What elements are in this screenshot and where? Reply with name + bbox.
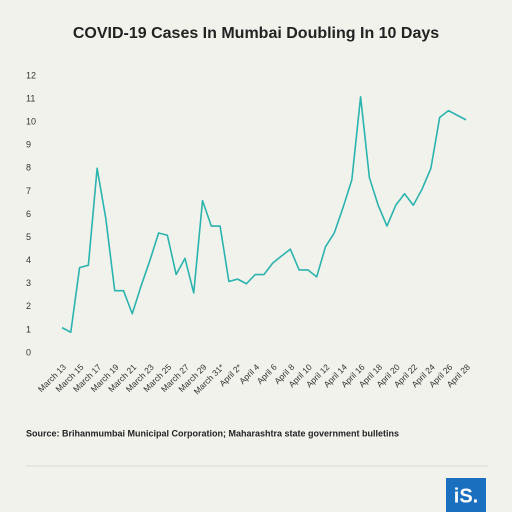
source: Source: Brihanmumbai Municipal Corporati… bbox=[26, 428, 399, 438]
y-tick-label: 2 bbox=[26, 301, 31, 311]
line bbox=[61, 95, 467, 334]
y-tick-label: 5 bbox=[26, 232, 31, 242]
y-tick-label: 1 bbox=[26, 324, 31, 334]
logo-box bbox=[446, 478, 486, 512]
y-tick-label: 12 bbox=[26, 70, 36, 80]
logo: iS. bbox=[454, 485, 478, 507]
chart-title: COVID-19 Cases In Mumbai Doubling In 10 … bbox=[73, 25, 439, 42]
y-tick-label: 7 bbox=[26, 186, 31, 196]
y-tick-label: 3 bbox=[26, 278, 31, 288]
y-tick-label: 8 bbox=[26, 163, 31, 173]
y-tick-label: 4 bbox=[26, 255, 31, 265]
y-tick-label: 0 bbox=[26, 347, 31, 357]
y-tick-label: 6 bbox=[26, 209, 31, 219]
y-tick-label: 10 bbox=[26, 117, 36, 127]
y-tick-label: 9 bbox=[26, 140, 31, 150]
y-tick-label: 11 bbox=[26, 93, 35, 103]
